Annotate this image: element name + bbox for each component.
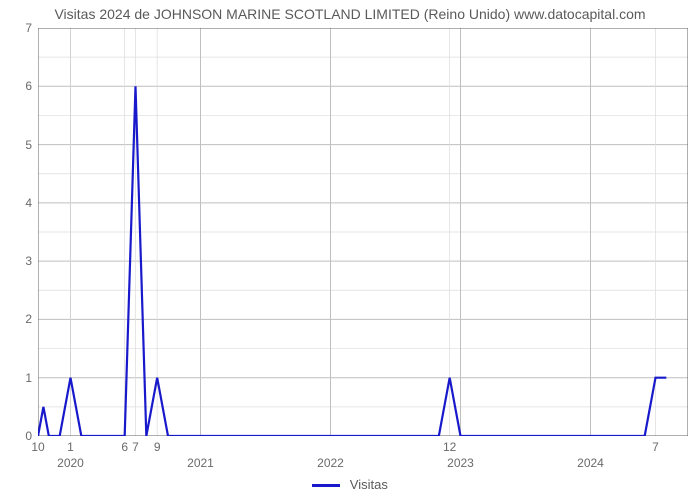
x-month-tick-label: 9 — [154, 440, 161, 454]
x-year-label: 2024 — [577, 456, 604, 470]
y-tick-label: 5 — [25, 138, 32, 152]
x-month-tick-label: 7 — [652, 440, 659, 454]
x-month-tick-label: 10 — [31, 440, 44, 454]
legend: Visitas — [0, 477, 700, 492]
y-tick-label: 4 — [25, 196, 32, 210]
x-month-tick-label: 6 — [121, 440, 128, 454]
legend-label: Visitas — [350, 477, 388, 492]
y-tick-label: 7 — [25, 21, 32, 35]
plot-area: 0123456710167912720202021202220232024 — [38, 28, 688, 436]
x-year-label: 2021 — [187, 456, 214, 470]
x-month-tick-label: 12 — [443, 440, 456, 454]
y-tick-label: 2 — [25, 312, 32, 326]
y-tick-label: 3 — [25, 254, 32, 268]
chart-title: Visitas 2024 de JOHNSON MARINE SCOTLAND … — [0, 6, 700, 22]
x-month-tick-label: 7 — [132, 440, 139, 454]
x-year-label: 2023 — [447, 456, 474, 470]
line-chart-svg — [38, 28, 688, 436]
x-year-label: 2022 — [317, 456, 344, 470]
y-tick-label: 1 — [25, 371, 32, 385]
legend-swatch — [312, 484, 340, 487]
x-month-tick-label: 1 — [67, 440, 74, 454]
x-year-label: 2020 — [57, 456, 84, 470]
y-tick-label: 6 — [25, 79, 32, 93]
